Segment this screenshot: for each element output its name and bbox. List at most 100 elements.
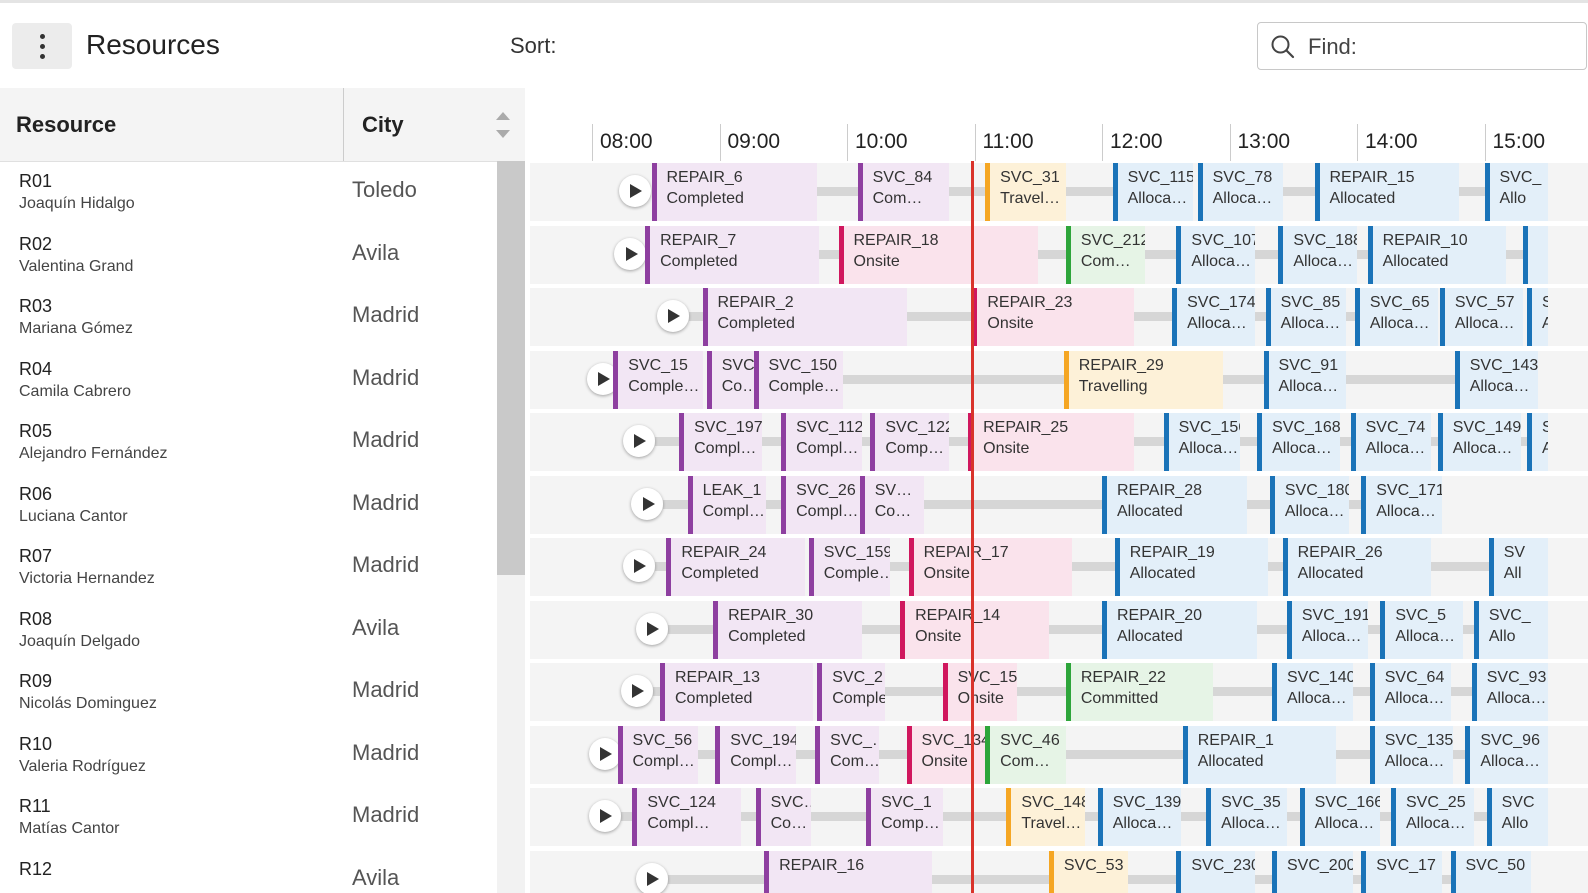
column-header-city[interactable]: City	[362, 112, 404, 137]
sort-label[interactable]: Sort:	[510, 33, 557, 58]
task-completed[interactable]: LEAK_1 Compl…	[687, 475, 767, 534]
task-allocated[interactable]: SVC_85 Alloca…	[1265, 288, 1347, 346]
task-completed[interactable]: SVC_84 Com…	[857, 163, 949, 221]
task-onsite[interactable]: REPAIR_14 Onsite	[900, 600, 1049, 659]
task-completed[interactable]: REPAIR_2 Completed	[702, 288, 907, 346]
play-route-button[interactable]	[631, 487, 664, 520]
task-allocated[interactable]: REPAIR_10 Allocated	[1367, 225, 1506, 284]
resource-row[interactable]: R11 Matías Cantor Madrid	[0, 786, 497, 849]
task-completed[interactable]: SVC_112 Compl…	[781, 413, 862, 471]
task-completed[interactable]: SVC… Co…	[755, 788, 811, 846]
task-allocated[interactable]: SVC_96 Alloca…	[1465, 725, 1549, 784]
task-completed[interactable]: SVC_159 Comple…	[808, 538, 890, 596]
task-allocated[interactable]: SVC_191 Alloca…	[1286, 600, 1368, 659]
find-input[interactable]	[1306, 31, 1580, 63]
task-allocated[interactable]: SVC_174 Alloca…	[1172, 288, 1255, 346]
resource-row[interactable]: R02 Valentina Grand Avila	[0, 224, 497, 287]
task-allocated[interactable]: SVC_166 Alloca…	[1299, 788, 1381, 846]
play-route-button[interactable]	[622, 550, 655, 582]
task-allocated[interactable]: SVC_135 Alloca…	[1369, 725, 1453, 784]
task-completed[interactable]: SVC_… Com…	[815, 725, 879, 784]
task-travelling[interactable]: SVC_148 Travel…	[1006, 788, 1085, 846]
task-completed[interactable]: SVC_150 Comple…	[753, 350, 843, 409]
play-route-button[interactable]	[622, 425, 655, 457]
task-completed[interactable]: REPAIR_30 Completed	[713, 600, 862, 659]
task-allocated[interactable]: SVC_168 Alloca…	[1257, 413, 1340, 471]
task-allocated[interactable]: SVC_180 Alloca…	[1269, 475, 1349, 534]
task-allocated[interactable]: SV Al	[1527, 288, 1549, 346]
task-allocated[interactable]: SVC_74 Alloca…	[1350, 413, 1432, 471]
task-completed[interactable]: SVC_194 Compl…	[715, 725, 796, 784]
task-allocated[interactable]: REPAIR_28 Allocated	[1102, 475, 1247, 534]
resource-row[interactable]: R12 Avila	[0, 849, 497, 893]
task-committed[interactable]: SVC_46 Com…	[985, 725, 1066, 784]
task-completed[interactable]: REPAIR_6 Completed	[651, 163, 818, 221]
task-allocated[interactable]: SV Al	[1527, 413, 1549, 471]
task-allocated[interactable]: SVC_139 Alloca…	[1097, 788, 1181, 846]
task-allocated[interactable]	[1522, 225, 1549, 284]
resource-row[interactable]: R06 Luciana Cantor Madrid	[0, 474, 497, 537]
task-completed[interactable]: SVC_197 Compl…	[679, 413, 762, 471]
task-allocated[interactable]: SVC_143 Alloca…	[1454, 350, 1538, 409]
task-completed[interactable]: SVC_122 Comp…	[870, 413, 949, 471]
task-completed[interactable]: SV… Co…	[859, 475, 924, 534]
task-allocated[interactable]: SVC_93 Alloca…	[1471, 663, 1549, 721]
resource-row[interactable]: R08 Joaquín Delgado Avila	[0, 599, 497, 662]
sort-arrows-icon[interactable]	[494, 108, 512, 142]
task-allocated[interactable]: SVC_200	[1272, 850, 1353, 893]
task-allocated[interactable]: SVC_171 Alloca…	[1361, 475, 1442, 534]
task-allocated[interactable]: SVC_57 Alloca…	[1439, 288, 1523, 346]
task-allocated[interactable]: SVC Allo	[1486, 788, 1549, 846]
task-allocated[interactable]: SVC_50	[1450, 850, 1532, 893]
task-committed[interactable]: REPAIR_22 Committed	[1065, 663, 1213, 721]
task-onsite[interactable]: REPAIR_25 Onsite	[968, 413, 1134, 471]
play-route-button[interactable]	[588, 800, 621, 832]
task-completed[interactable]: SVC_26 Compl…	[781, 475, 860, 534]
play-route-button[interactable]	[635, 862, 668, 893]
task-allocated[interactable]: SVC_78 Alloca…	[1197, 163, 1283, 221]
column-divider[interactable]	[343, 88, 344, 161]
resource-row[interactable]: R09 Nicolás Dominguez Madrid	[0, 661, 497, 724]
task-allocated[interactable]: SVC_230	[1176, 850, 1255, 893]
task-travelling[interactable]: REPAIR_29 Travelling	[1063, 350, 1224, 409]
scrollbar-thumb[interactable]	[497, 161, 525, 575]
task-allocated[interactable]: REPAIR_26 Allocated	[1282, 538, 1432, 596]
task-allocated[interactable]: REPAIR_19 Allocated	[1114, 538, 1268, 596]
task-completed[interactable]: SVC… Co…	[706, 350, 756, 409]
task-allocated[interactable]: SVC_188 Alloca…	[1278, 225, 1357, 284]
task-allocated[interactable]: SVC_64 Alloca…	[1369, 663, 1451, 721]
play-route-button[interactable]	[620, 675, 653, 707]
resource-scrollbar[interactable]	[497, 161, 525, 893]
task-allocated[interactable]: SVC_140 Alloca…	[1272, 663, 1353, 721]
task-completed[interactable]: SVC_1 Comp…	[866, 788, 943, 846]
task-committed[interactable]: SVC_212 Com…	[1065, 225, 1145, 284]
task-allocated[interactable]: SVC_115 Alloca…	[1112, 163, 1194, 221]
task-allocated[interactable]: SVC_ Allo	[1473, 600, 1549, 659]
task-allocated[interactable]: SVC_91 Alloca…	[1263, 350, 1347, 409]
task-allocated[interactable]: SV All	[1488, 538, 1549, 596]
play-route-button[interactable]	[656, 300, 689, 332]
play-route-button[interactable]	[635, 612, 668, 645]
task-allocated[interactable]: REPAIR_20 Allocated	[1102, 600, 1258, 659]
play-route-button[interactable]	[588, 737, 621, 770]
resource-row[interactable]: R04 Camila Cabrero Madrid	[0, 349, 497, 412]
task-completed[interactable]: REPAIR_7 Completed	[645, 225, 820, 284]
task-allocated[interactable]: REPAIR_1 Allocated	[1182, 725, 1336, 784]
resource-row[interactable]: R07 Victoria Hernandez Madrid	[0, 536, 497, 599]
task-allocated[interactable]: SVC_107 Alloca…	[1176, 225, 1255, 284]
task-travelling[interactable]: SVC_31 Travel…	[985, 163, 1066, 221]
task-onsite[interactable]: REPAIR_23 Onsite	[972, 288, 1134, 346]
column-header-resource[interactable]: Resource	[16, 112, 117, 137]
task-completed[interactable]: SVC_56 Compl…	[617, 725, 699, 784]
task-completed[interactable]: SVC_124 Compl…	[632, 788, 741, 846]
task-allocated[interactable]: SVC_ Allo	[1484, 163, 1549, 221]
resource-row[interactable]: R03 Mariana Gómez Madrid	[0, 286, 497, 349]
task-onsite[interactable]: SVC_151 Onsite	[942, 663, 1017, 721]
task-allocated[interactable]: REPAIR_15 Allocated	[1314, 163, 1459, 221]
task-completed[interactable]: REPAIR_13 Completed	[660, 663, 813, 721]
task-allocated[interactable]: SVC_17	[1361, 850, 1442, 893]
task-allocated[interactable]: SVC_25 Alloca…	[1391, 788, 1474, 846]
play-route-button[interactable]	[618, 175, 651, 207]
play-route-button[interactable]	[614, 237, 647, 270]
task-allocated[interactable]: SVC_156 Alloca…	[1163, 413, 1241, 471]
